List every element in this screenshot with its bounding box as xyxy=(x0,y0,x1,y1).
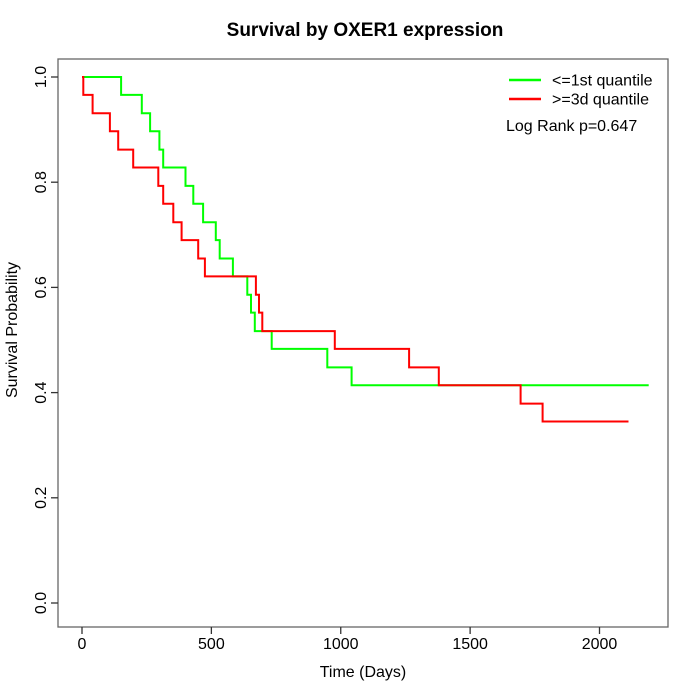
y-axis: 0.0 0.2 0.4 0.6 0.8 1.0 xyxy=(33,66,58,614)
y-tick-label: 0.4 xyxy=(33,381,50,403)
x-tick-label: 0 xyxy=(78,636,87,653)
y-tick-label: 0.2 xyxy=(33,487,50,509)
x-tick-label: 2000 xyxy=(582,636,618,653)
y-tick-label: 1.0 xyxy=(33,66,50,88)
survival-curves xyxy=(82,76,649,423)
legend-label-low-quantile: <=1st quantile xyxy=(552,73,653,90)
legend-label-high-quantile: >=3d quantile xyxy=(552,92,649,109)
plot-border-box xyxy=(57,58,669,628)
y-tick-label: 0.8 xyxy=(33,171,50,193)
chart-title: Survival by OXER1 expression xyxy=(227,20,504,41)
y-tick-label: 0.6 xyxy=(33,276,50,298)
legend: <=1st quantile >=3d quantile Log Rank p=… xyxy=(506,73,653,136)
x-tick-label: 500 xyxy=(198,636,225,653)
x-tick-label: 1500 xyxy=(452,636,488,653)
survival-curve-low xyxy=(82,76,649,387)
survival-curve-high xyxy=(82,76,629,423)
y-tick-label: 0.0 xyxy=(33,592,50,614)
log-rank-annotation: Log Rank p=0.647 xyxy=(506,118,637,135)
y-axis-title: Survival Probability xyxy=(4,262,21,398)
x-axis: 0 500 1000 1500 2000 xyxy=(78,627,618,653)
x-tick-label: 1000 xyxy=(323,636,359,653)
x-axis-title: Time (Days) xyxy=(320,664,407,681)
